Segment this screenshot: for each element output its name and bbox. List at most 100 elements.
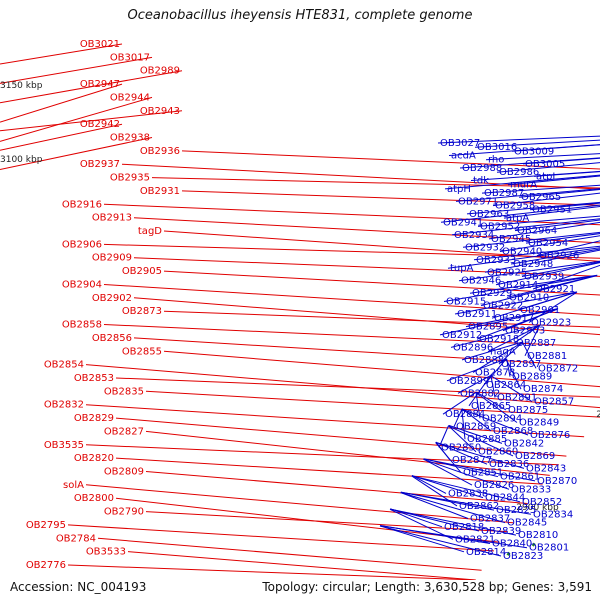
- gene-label-line-right: [476, 391, 507, 411]
- gene-label-left: OB2938: [110, 133, 150, 144]
- gene-label-line-right: [458, 260, 600, 282]
- gene-label-right: nagA: [490, 347, 516, 358]
- gene-label-right: OB2911: [457, 309, 497, 320]
- gene-label-right: OB2963: [469, 209, 509, 220]
- gene-label-left: OB2909: [92, 253, 132, 264]
- gene-label-line-right: [379, 525, 502, 557]
- gene-label-right: OB2912: [442, 330, 482, 341]
- gene-label-left: OB3017: [110, 52, 150, 63]
- gene-label-line-right: [437, 135, 600, 144]
- gene-label-line-right: [455, 188, 600, 202]
- gene-label-right: OB2958: [495, 201, 535, 212]
- gene-label-line-right: [522, 342, 537, 369]
- gene-label-right: OB3016: [477, 142, 517, 153]
- gene-label-right: OB2948: [513, 259, 553, 270]
- gene-label-line-left: [151, 177, 600, 189]
- gene-label-right: OB2843: [526, 463, 566, 474]
- gene-label-line-right: [459, 157, 600, 169]
- gene-label-right: OB2929: [472, 288, 512, 299]
- gene-label-line-left: [0, 96, 153, 142]
- gene-label-right: OB2840: [492, 539, 532, 550]
- gene-label-line-right: [389, 508, 454, 540]
- gene-label-right: OB2826: [474, 480, 514, 491]
- gene-label-line-right: [484, 249, 600, 273]
- gene-label-right: OB2833: [511, 484, 551, 495]
- gene-label-right: OB2971: [458, 196, 498, 207]
- gene-label-right: OB2987: [484, 188, 524, 199]
- gene-label-line-right: [448, 425, 514, 457]
- kbp-scale-label: 2900 kbp: [516, 503, 559, 513]
- gene-label-right: OB2837: [470, 514, 510, 525]
- gene-label-line-left: [67, 564, 476, 581]
- gene-label-line-left: [145, 471, 528, 504]
- gene-label-right: OB2859: [456, 422, 496, 433]
- gene-label-line-right: [475, 392, 481, 419]
- gene-label-right: OB2836: [489, 459, 529, 470]
- gene-label-line-right: [513, 324, 541, 344]
- gene-label-right: atpI: [536, 171, 555, 182]
- gene-label-line-left: [163, 310, 600, 328]
- gene-label-line-right: [477, 215, 600, 227]
- gene-label-line-right: [411, 474, 447, 494]
- gene-label-right: OB2849: [519, 418, 559, 429]
- gene-label-left: OB2853: [74, 373, 114, 384]
- gene-label-right: OB2825: [496, 505, 536, 516]
- gene-label-line-right: [499, 235, 600, 252]
- gene-label-line-right: [518, 188, 600, 198]
- gene-label-right: OB2862: [459, 501, 499, 512]
- gene-label-left: OB2916: [62, 199, 102, 210]
- gene-label-line-right: [495, 262, 600, 286]
- gene-label-right: OB2874: [523, 384, 563, 395]
- gene-label-left: OB2944: [110, 92, 150, 103]
- gene-label-left: OB2820: [74, 453, 114, 464]
- gene-label-line-right: [461, 408, 492, 432]
- gene-label-right: OB2925: [487, 267, 527, 278]
- gene-label-right: OB2839: [481, 526, 521, 537]
- gene-label-line-left: [163, 230, 600, 262]
- gene-label-right: OB2934: [454, 230, 494, 241]
- gene-label-line-left: [181, 190, 600, 206]
- gene-label-line-left: [133, 257, 600, 277]
- gene-label-right: OB2914: [498, 280, 538, 291]
- gene-label-right: OB2814: [466, 547, 506, 558]
- gene-label-line-right: [451, 218, 600, 236]
- gene-label-left: OB2947: [80, 79, 120, 90]
- gene-label-right: OB2885: [467, 434, 507, 445]
- gene-label-line-right: [474, 139, 600, 148]
- gene-label-left: OB2809: [104, 467, 144, 478]
- gene-label-right: OB2887: [516, 338, 556, 349]
- gene-label-left: OB2937: [80, 159, 120, 170]
- map-title: Oceanobacillus iheyensis HTE831, complet…: [124, 8, 476, 23]
- gene-label-right: OB2921: [535, 284, 575, 295]
- kbp-scale-label: 2950 kbp: [596, 410, 600, 420]
- gene-label-line-right: [503, 206, 600, 219]
- gene-label-line-right: [448, 424, 503, 444]
- gene-label-line-right: [411, 475, 521, 503]
- gene-label-left: OB2906: [62, 239, 102, 250]
- gene-label-line-right: [485, 153, 600, 161]
- kbp-scale-label: 3100 kbp: [0, 155, 43, 165]
- gene-label-line-right: [390, 508, 443, 528]
- gene-label-right: OB2872: [538, 363, 578, 374]
- gene-label-right: OB2860: [478, 447, 518, 458]
- gene-label-line-right: [435, 441, 525, 469]
- gene-label-left: OB2795: [26, 520, 66, 531]
- gene-label-right: OB2877: [452, 455, 492, 466]
- gene-label-right: OB2868: [493, 426, 533, 437]
- gene-label-right: OB2881: [527, 351, 567, 362]
- gene-label-left: OB2905: [122, 266, 162, 277]
- gene-label-line-right: [457, 374, 492, 394]
- gene-label-right: acdA: [451, 151, 476, 162]
- gene-label-line-left: [0, 56, 153, 84]
- gene-label-left: OB2855: [122, 346, 162, 357]
- gene-label-right: OB2818: [444, 522, 484, 533]
- gene-label-right: OB2870: [537, 476, 577, 487]
- gene-label-right: OB3005: [525, 159, 565, 170]
- gene-label-line-left: [145, 511, 508, 533]
- gene-label-right: OB2810: [518, 530, 558, 541]
- gene-label-right: OB2951: [532, 205, 572, 216]
- gene-label-right: OB2932: [465, 242, 505, 253]
- gene-label-line-right: [461, 408, 529, 436]
- gene-label-line-left: [145, 430, 550, 476]
- gene-label-line-right: [505, 358, 522, 390]
